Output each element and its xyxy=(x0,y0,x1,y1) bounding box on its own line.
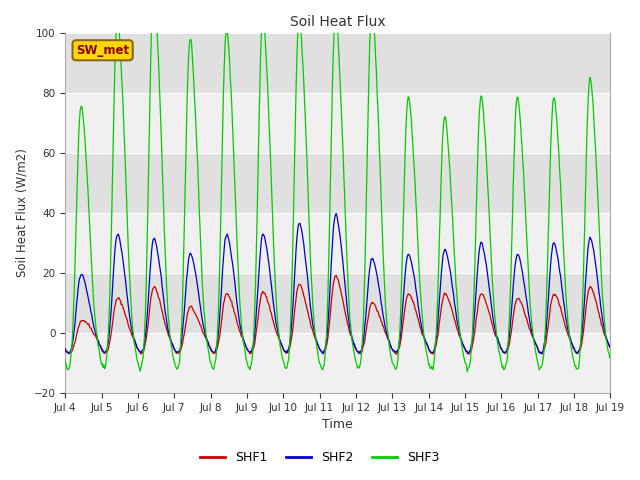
Line: SHF2: SHF2 xyxy=(65,214,610,354)
SHF3 xyxy=(404,94,412,100)
SHF3 xyxy=(183,98,191,104)
SHF3 xyxy=(463,369,471,375)
SHF1 xyxy=(182,318,190,324)
SHF2 xyxy=(127,323,135,329)
SHF2 xyxy=(332,211,340,216)
SHF2 xyxy=(61,346,69,352)
Bar xyxy=(65,33,611,93)
SHF2 xyxy=(404,252,412,257)
SHF3 xyxy=(212,357,220,362)
SHF1 xyxy=(420,335,428,340)
SHF3 xyxy=(606,355,614,361)
Line: SHF1: SHF1 xyxy=(65,276,610,354)
SHF3 xyxy=(127,300,135,306)
Bar xyxy=(65,273,611,333)
SHF1 xyxy=(71,339,79,345)
Title: Soil Heat Flux: Soil Heat Flux xyxy=(290,15,386,29)
Legend: SHF1, SHF2, SHF3: SHF1, SHF2, SHF3 xyxy=(195,446,445,469)
SHF2 xyxy=(71,321,79,326)
Bar xyxy=(65,93,611,153)
SHF1 xyxy=(332,273,340,278)
SHF1 xyxy=(606,344,614,350)
Line: SHF3: SHF3 xyxy=(65,0,610,372)
SHF3 xyxy=(71,260,79,266)
Bar xyxy=(65,333,611,393)
X-axis label: Time: Time xyxy=(323,419,353,432)
Text: SW_met: SW_met xyxy=(76,44,129,57)
Y-axis label: Soil Heat Flux (W/m2): Soil Heat Flux (W/m2) xyxy=(15,149,28,277)
SHF2 xyxy=(606,344,614,349)
SHF2 xyxy=(211,349,219,355)
SHF3 xyxy=(61,359,69,364)
Bar xyxy=(65,153,611,213)
SHF2 xyxy=(182,279,190,285)
SHF1 xyxy=(61,346,69,351)
SHF1 xyxy=(404,291,412,297)
SHF2 xyxy=(464,351,472,357)
SHF1 xyxy=(429,351,436,357)
SHF1 xyxy=(211,350,219,356)
SHF2 xyxy=(420,335,428,341)
SHF1 xyxy=(127,330,135,336)
SHF3 xyxy=(420,336,428,342)
Bar xyxy=(65,213,611,273)
